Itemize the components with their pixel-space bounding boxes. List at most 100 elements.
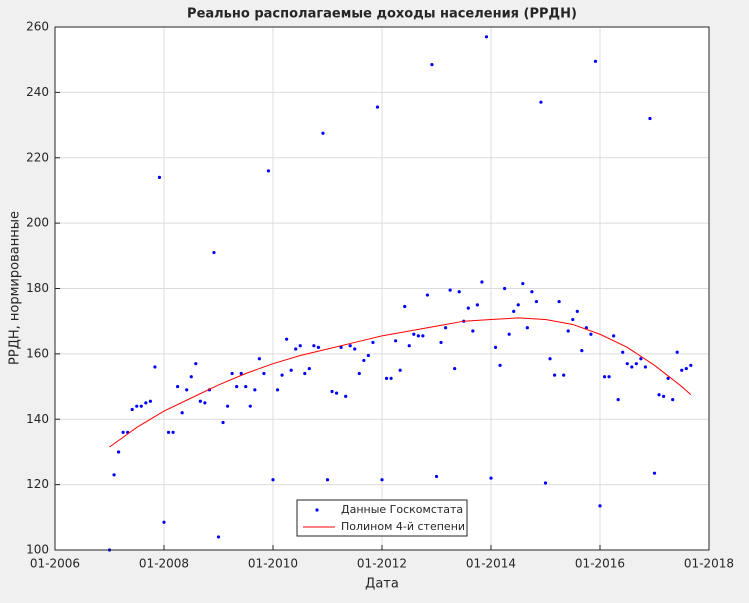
- data-point: [562, 373, 566, 377]
- x-tick-label: 01-2014: [466, 557, 516, 571]
- y-tick-label: 180: [26, 281, 49, 295]
- data-point: [135, 404, 139, 408]
- x-axis-label: Дата: [365, 577, 399, 592]
- data-point: [439, 340, 443, 345]
- data-point: [589, 332, 593, 336]
- data-point: [262, 371, 266, 376]
- x-tick-label: 01-2016: [575, 557, 625, 571]
- data-point: [357, 371, 361, 376]
- y-tick-label: 240: [26, 85, 49, 99]
- data-point: [657, 393, 661, 397]
- data-point: [375, 105, 380, 109]
- data-point: [344, 394, 348, 398]
- data-point: [180, 411, 184, 415]
- data-point: [584, 326, 588, 330]
- data-point: [403, 304, 407, 309]
- legend-label: Полином 4-й степени: [341, 520, 465, 533]
- data-point: [530, 290, 534, 294]
- data-point: [412, 332, 416, 336]
- data-point: [312, 344, 316, 348]
- data-point: [212, 250, 216, 255]
- data-point: [266, 169, 271, 173]
- data-point: [166, 430, 171, 434]
- data-point: [543, 481, 548, 485]
- data-point: [248, 404, 252, 408]
- data-point: [221, 420, 225, 425]
- data-point: [339, 345, 343, 349]
- data-point: [225, 404, 230, 408]
- data-point: [416, 334, 420, 338]
- data-point: [534, 299, 539, 304]
- data-point: [525, 326, 529, 330]
- data-point: [271, 478, 275, 482]
- data-point: [552, 373, 557, 377]
- data-point: [253, 388, 257, 392]
- data-point: [475, 303, 479, 307]
- data-point: [289, 368, 293, 372]
- data-point: [362, 358, 366, 363]
- data-point: [121, 430, 125, 434]
- data-point: [580, 349, 584, 353]
- data-point: [203, 401, 207, 405]
- legend-label: Данные Госкомстата: [341, 503, 463, 516]
- data-point: [130, 407, 134, 412]
- data-point: [353, 347, 357, 351]
- data-point: [162, 520, 166, 524]
- data-point: [244, 384, 248, 389]
- y-tick-label: 220: [26, 150, 49, 164]
- data-point: [630, 365, 634, 369]
- data-point: [176, 384, 180, 389]
- data-point: [643, 365, 648, 369]
- legend: Данные Госкомстата Полином 4-й степени: [296, 499, 468, 537]
- data-point: [666, 376, 670, 380]
- data-point: [571, 317, 575, 322]
- data-point: [380, 478, 384, 482]
- data-point: [189, 375, 193, 379]
- data-point: [303, 371, 307, 376]
- data-point: [480, 280, 484, 284]
- data-point: [466, 306, 470, 310]
- data-point: [443, 326, 448, 330]
- fit-line: [109, 317, 692, 448]
- data-point: [235, 384, 239, 389]
- data-point: [198, 399, 202, 403]
- data-point: [285, 337, 289, 341]
- data-point: [512, 309, 516, 313]
- legend-marker: [315, 508, 319, 512]
- data-point: [112, 473, 116, 477]
- y-tick-label: 140: [26, 412, 49, 426]
- data-point: [503, 286, 507, 291]
- x-tick-label: 01-2018: [684, 557, 734, 571]
- data-point: [652, 471, 657, 475]
- data-point: [407, 344, 411, 348]
- data-point: [321, 131, 325, 135]
- data-point: [316, 345, 321, 349]
- data-point: [366, 353, 370, 358]
- data-point: [116, 450, 121, 454]
- data-point: [307, 366, 311, 371]
- data-point: [607, 375, 611, 379]
- data-point: [425, 293, 430, 297]
- data-point: [325, 478, 330, 482]
- data-point: [671, 398, 675, 402]
- data-point: [348, 344, 352, 348]
- data-point: [334, 391, 339, 395]
- data-point: [457, 290, 461, 294]
- data-point: [575, 309, 579, 313]
- y-axis-label: РРДН, нормированные: [8, 211, 23, 365]
- data-point: [539, 100, 543, 104]
- data-point: [557, 299, 561, 304]
- data-point: [171, 430, 175, 434]
- y-tick-label: 260: [26, 20, 49, 34]
- data-point: [516, 303, 520, 307]
- data-point: [602, 375, 607, 379]
- data-point: [484, 35, 489, 39]
- data-point: [384, 376, 389, 380]
- chart-title: Реально располагаемые доходы населения (…: [187, 7, 577, 22]
- data-point: [144, 401, 148, 405]
- marks: [107, 35, 693, 552]
- data-point: [194, 362, 198, 366]
- y-tick-label: 160: [26, 346, 49, 360]
- legend-box: [296, 499, 468, 537]
